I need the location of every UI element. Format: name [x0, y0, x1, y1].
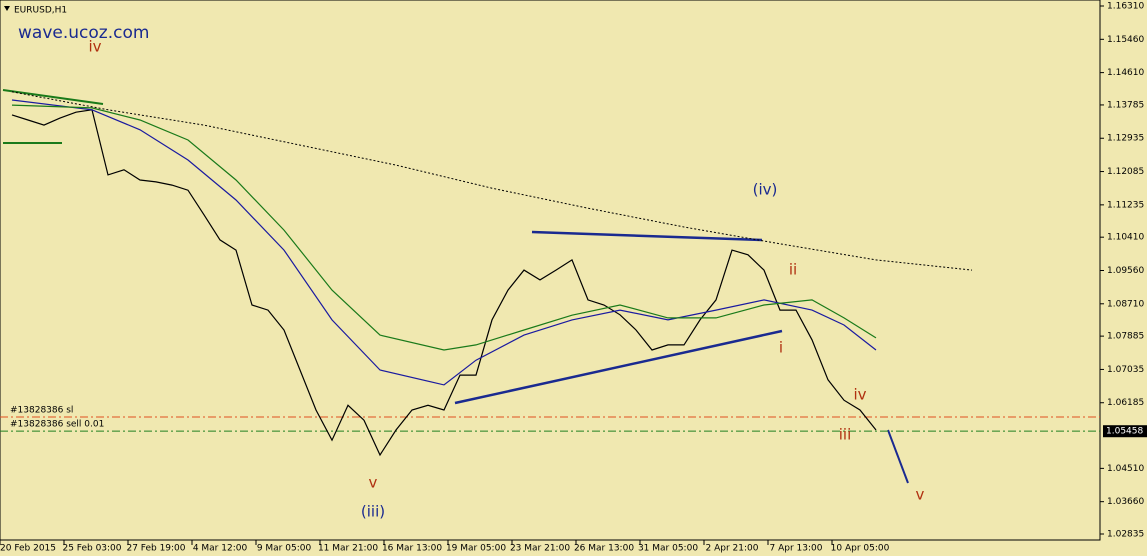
y-tick-label: 1.07035 — [1107, 365, 1144, 375]
y-tick-label: 1.08710 — [1107, 299, 1144, 309]
chart-title: EURUSD,H1 — [14, 6, 67, 16]
x-tick-label: 26 Mar 13:00 — [574, 544, 634, 554]
y-tick-label: 1.16310 — [1107, 2, 1144, 12]
wave-label: iv — [853, 386, 866, 404]
watermark: wave.ucoz.com — [18, 23, 149, 43]
y-tick-label: 1.12935 — [1107, 134, 1144, 144]
projection-line — [887, 429, 909, 484]
channel-line — [2, 89, 104, 105]
series-line — [11, 99, 877, 386]
x-tick-label: 2 Apr 21:00 — [706, 544, 759, 554]
y-tick-label: 1.14610 — [1107, 68, 1144, 78]
series-line — [11, 109, 877, 457]
x-tick-label: 11 Mar 21:00 — [318, 544, 378, 554]
wave-label: i — [779, 339, 783, 357]
y-tick-label: 1.11235 — [1107, 200, 1144, 210]
y-tick-label: 1.09560 — [1107, 266, 1144, 276]
y-tick-label: 1.10410 — [1107, 233, 1144, 243]
wave-label: iii — [839, 426, 852, 444]
y-tick-label: 1.04510 — [1107, 464, 1144, 474]
y-tick-label: 1.12085 — [1107, 167, 1144, 177]
wave-label: (iv) — [753, 181, 778, 199]
wave-label: ii — [789, 261, 797, 279]
x-tick-label: 25 Feb 03:00 — [62, 544, 121, 554]
order-label: #13828386 sl — [10, 406, 73, 416]
drawings — [2, 6, 909, 484]
x-tick-label: 19 Mar 05:00 — [446, 544, 506, 554]
x-tick-label: 16 Mar 13:00 — [382, 544, 442, 554]
wave-label: iv — [88, 38, 101, 56]
series-line — [11, 104, 877, 351]
x-tick-label: 27 Feb 19:00 — [126, 544, 185, 554]
last-price-label: 1.05458 — [1106, 427, 1143, 437]
x-tick-label: 23 Mar 21:00 — [510, 544, 570, 554]
series-line — [11, 91, 973, 271]
y-tick-label: 1.06185 — [1107, 398, 1144, 408]
x-tick-label: 9 Mar 05:00 — [257, 544, 312, 554]
x-tick-label: 31 Mar 05:00 — [638, 544, 698, 554]
x-tick-label: 4 Mar 12:00 — [193, 544, 248, 554]
y-tick-label: 1.15460 — [1107, 35, 1144, 45]
y-tick-label: 1.03660 — [1107, 497, 1144, 507]
y-tick-label: 1.07885 — [1107, 332, 1144, 342]
wave-label: (iii) — [361, 503, 385, 521]
x-tick-label: 20 Feb 2015 — [0, 544, 56, 554]
y-tick-label: 1.02835 — [1107, 530, 1144, 540]
menu-icon — [4, 6, 10, 11]
y-tick-label: 1.13785 — [1107, 100, 1144, 110]
last-price-box — [1103, 425, 1147, 438]
x-tick-label: 7 Apr 13:00 — [770, 544, 823, 554]
x-tick-label: 10 Apr 05:00 — [831, 544, 890, 554]
trend-line — [531, 230, 763, 242]
wave-label: v — [369, 474, 378, 492]
order-label: #13828386 sell 0.01 — [10, 420, 104, 430]
wave-label: v — [916, 486, 925, 504]
trend-line — [454, 329, 783, 405]
plot-frame — [0, 0, 1101, 541]
